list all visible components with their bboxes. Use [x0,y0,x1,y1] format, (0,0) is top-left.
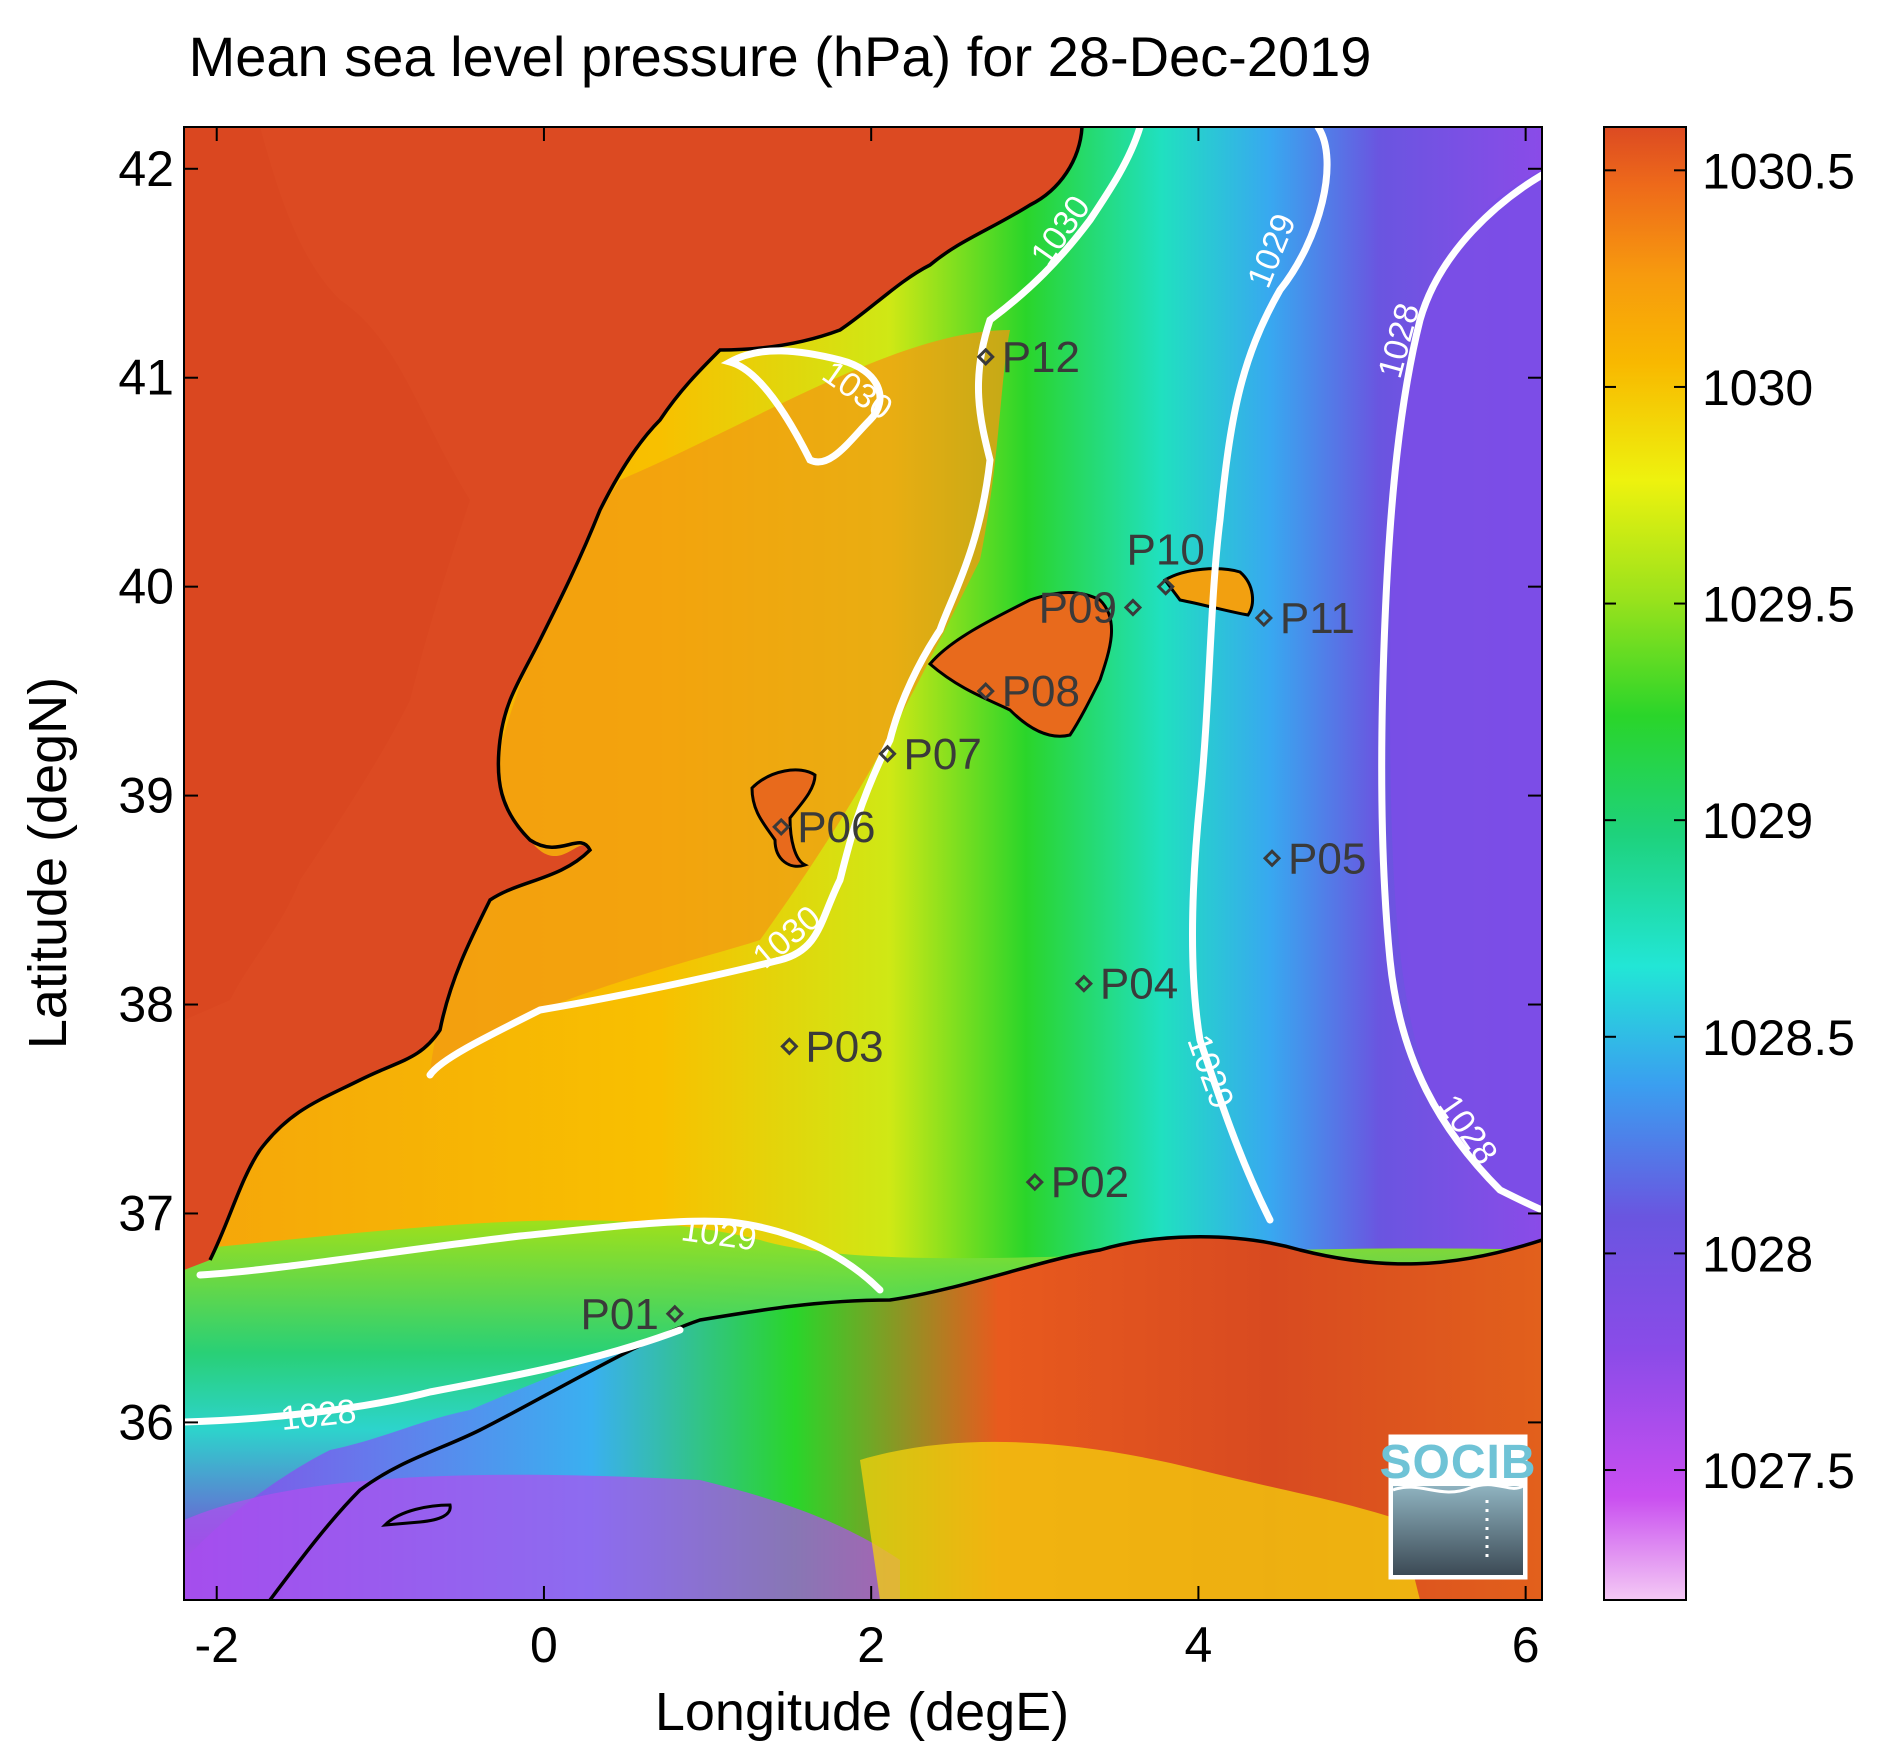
station-marker [976,347,995,366]
station-marker [1123,598,1143,617]
iberia-coastline [208,127,1084,1261]
colorbar-tick-label: 1030 [1702,360,1813,416]
contour-label: 1028 [279,1392,358,1438]
logo-text: SOCIB [1379,1436,1536,1489]
station-label: P01 [581,1290,659,1339]
station-marker [665,1304,684,1323]
station-label: P04 [1100,960,1178,1009]
isobar-1028-east [1378,171,1542,1214]
plot-frame [183,126,1543,1601]
station-marker [1025,1173,1044,1192]
station-label: P09 [1039,584,1117,633]
africa-south-low [184,1474,900,1600]
y-axis: 36 37 38 39 40 41 42 [118,141,1542,1450]
pressure-field [184,127,1542,1600]
isobar-1030-north [426,127,1144,1079]
isobar-1030-loop [720,347,884,466]
station-marker [976,682,995,701]
colorbar-tick-label: 1029.5 [1702,577,1855,633]
station-marker [780,1037,799,1056]
station-marker [1156,577,1175,596]
colorbar-ticks: 1027.5 1028 1028.5 1029 1029.5 1030 1030.5 [1604,143,1855,1499]
y-tick-label: 36 [118,1394,174,1450]
isobar-1029-east [1189,127,1331,1224]
y-tick-label: 41 [118,350,174,406]
station-label: P05 [1288,834,1366,883]
y-tick-label: 38 [118,977,174,1033]
x-axis-label: Longitude (degE) [655,1682,1069,1742]
map-title: Mean sea level pressure (hPa) for 28-Dec… [188,25,1372,88]
isobar-1028-south [184,1326,684,1426]
colorbar-tick-label: 1027.5 [1702,1443,1855,1499]
station-marker [878,744,897,763]
station-label: P12 [1002,333,1080,382]
logo-gradient [1393,1486,1523,1575]
logo-wave [1392,1483,1524,1494]
station-label: P11 [1280,594,1355,643]
y-tick-label: 40 [118,559,174,615]
colorbar-tick-label: 1028 [1702,1226,1813,1282]
socib-logo: SOCIB [1379,1434,1536,1580]
mallorca-island [927,591,1114,738]
africa-coastline [268,1235,1542,1600]
x-tick-label: 2 [857,1617,885,1673]
menorca-island [1162,567,1254,617]
station-marker [1254,608,1273,628]
africa-yellow-band [860,1441,1420,1600]
station-label: P10 [1127,526,1205,575]
station-marker [1262,849,1282,868]
alboran-islet [381,1503,452,1527]
y-axis-label: Latitude (degN) [18,677,78,1049]
x-tick-label: 0 [530,1617,558,1673]
y-tick-label: 42 [118,141,174,197]
station-label: P07 [904,730,982,779]
x-tick-label: 4 [1185,1617,1213,1673]
ibiza-island [750,768,817,868]
station-label: P02 [1051,1158,1129,1207]
x-tick-label: -2 [194,1617,238,1673]
x-tick-label: 6 [1512,1617,1540,1673]
high-pressure-core [430,330,1010,1070]
colorbar: 1027.5 1028 1028.5 1029 1029.5 1030 1030.5 [1603,126,1855,1601]
colorbar-ramp [1603,126,1687,1601]
colorbar-tick-label: 1028.5 [1702,1010,1855,1066]
station-marker [1074,974,1094,993]
station-label: P03 [805,1022,883,1071]
east-low-region [1390,170,1542,1210]
colorbar-tick-label: 1030.5 [1702,143,1855,199]
y-tick-label: 37 [118,1185,174,1241]
colorbar-tick-label: 1029 [1702,793,1813,849]
station-label: P06 [797,803,875,852]
x-axis: -2 0 2 4 6 [194,127,1540,1673]
y-tick-label: 39 [118,768,174,824]
station-marker [772,817,791,837]
isobars [184,127,1542,1426]
isobar-1029-south [196,1217,884,1294]
iberia-inland-texture [184,127,470,1020]
station-label: P08 [1002,667,1080,716]
